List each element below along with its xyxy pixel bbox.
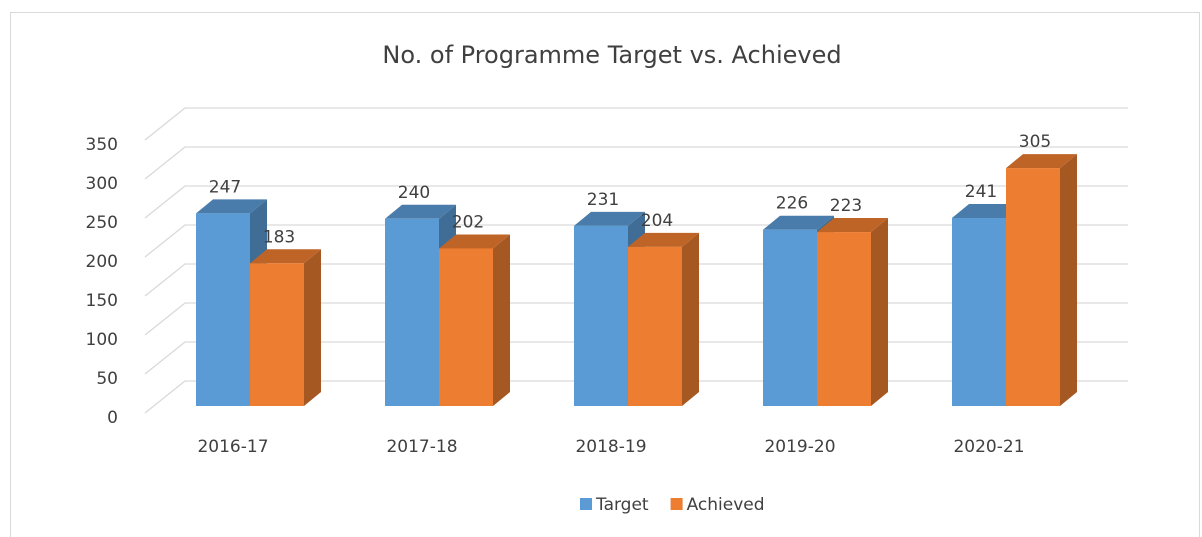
bar	[763, 229, 817, 406]
x-tick-label: 2020-21	[953, 437, 1024, 457]
x-tick-label: 2016-17	[197, 437, 268, 457]
bar-top	[1006, 154, 1077, 169]
y-tick-label: 300	[86, 174, 118, 194]
y-tick-label: 350	[86, 135, 118, 155]
bar	[574, 225, 628, 406]
bar	[385, 218, 439, 406]
grid-line	[144, 185, 1128, 219]
data-label: 226	[776, 194, 808, 214]
bar-top	[385, 204, 456, 219]
x-tick-label: 2018-19	[575, 437, 646, 457]
y-tick-label: 250	[86, 213, 118, 233]
data-label: 183	[263, 227, 295, 247]
bar-top	[196, 199, 267, 214]
bar	[439, 248, 493, 406]
bar-top	[817, 218, 888, 233]
legend-swatch	[670, 498, 683, 510]
data-label: 240	[398, 183, 430, 203]
y-tick-label: 0	[107, 408, 118, 428]
bar	[250, 263, 304, 406]
legend-label: Achieved	[687, 495, 765, 515]
bar-side	[493, 234, 510, 406]
data-label: 223	[830, 196, 862, 216]
grid-line	[144, 146, 1128, 180]
data-label: 305	[1019, 132, 1051, 152]
bar	[952, 218, 1006, 406]
grid-line	[144, 107, 1128, 141]
bar	[1006, 168, 1060, 406]
y-tick-label: 150	[86, 291, 118, 311]
data-label: 202	[452, 212, 484, 232]
y-tick-label: 200	[86, 252, 118, 272]
data-label: 231	[587, 190, 619, 210]
bar-top	[439, 234, 510, 249]
legend-swatch	[580, 498, 592, 510]
data-label: 247	[209, 177, 241, 197]
bar	[196, 213, 250, 406]
bar-side	[871, 218, 888, 406]
data-label: 241	[965, 182, 997, 202]
bar-top	[763, 215, 834, 230]
bar-top	[952, 204, 1023, 219]
bar-side	[1060, 154, 1077, 406]
x-tick-label: 2019-20	[764, 437, 835, 457]
chart-title: No. of Programme Target vs. Achieved	[382, 41, 841, 69]
bar-top	[628, 232, 699, 247]
data-label: 204	[641, 211, 673, 231]
bar-top	[574, 211, 645, 226]
bar	[628, 246, 682, 406]
bar-side	[682, 232, 699, 406]
legend-label: Target	[595, 495, 649, 515]
bar-side	[304, 249, 321, 406]
bar-top	[250, 249, 321, 264]
bar	[817, 232, 871, 406]
x-tick-label: 2017-18	[386, 437, 457, 457]
y-tick-label: 50	[96, 369, 118, 389]
y-tick-label: 100	[86, 330, 118, 350]
